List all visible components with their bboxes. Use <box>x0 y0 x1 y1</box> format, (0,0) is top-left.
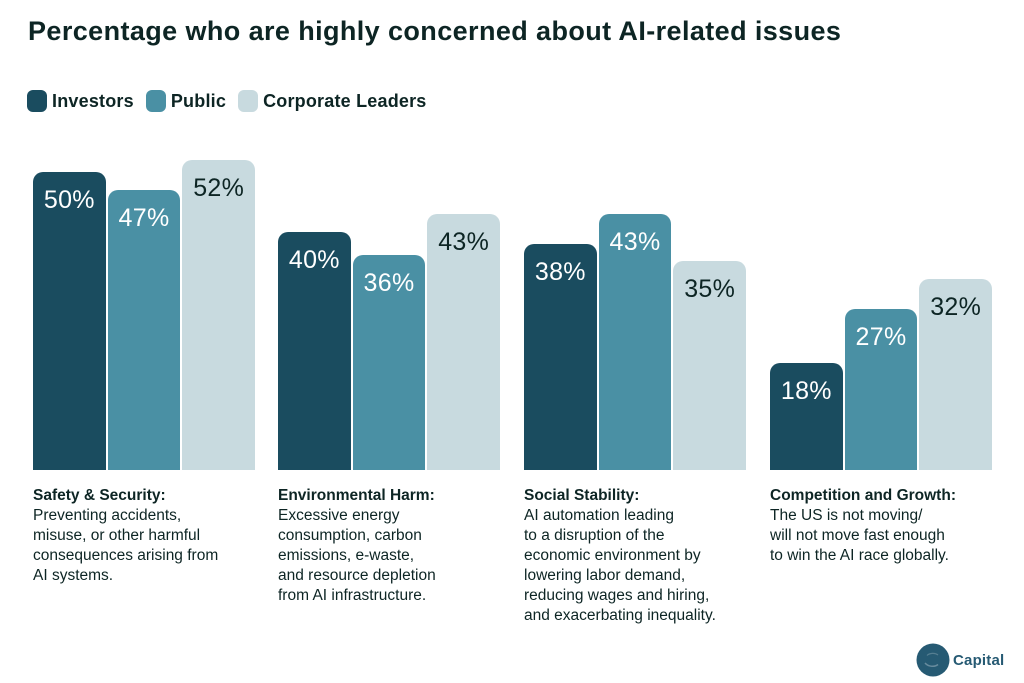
category-description-line: from AI infrastructure. <box>278 587 427 604</box>
category-description-line: misuse, or other harmful <box>33 527 201 544</box>
category-description-line: AI automation leading <box>524 507 674 524</box>
category-description-line: reducing wages and hiring, <box>524 587 710 604</box>
bar-group-safety-security: 50% 47% 52% <box>33 150 256 470</box>
chart-title: Percentage who are highly concerned abou… <box>28 16 842 46</box>
category-description-line: and exacerbating inequality. <box>524 607 716 624</box>
category-description-environmental-harm: Environmental Harm: Excessive energy consu… <box>278 486 518 606</box>
category-description-line: will not move fast enough <box>770 527 945 544</box>
bar-value-label: 52% <box>193 174 245 202</box>
bar-value-label: 35% <box>684 275 736 303</box>
category-heading: Social Stability: <box>524 487 640 504</box>
category-description-line: consequences arising from <box>33 547 219 564</box>
category-description-line: AI systems. <box>33 567 114 584</box>
legend: Investors Public Corporate Leaders <box>27 90 427 112</box>
bar-value-label: 36% <box>363 269 415 297</box>
legend-item-corporate-leaders: Corporate Leaders <box>238 90 426 112</box>
category-description-line: consumption, carbon <box>278 527 422 544</box>
bar-corporate-leaders-competition-and-growth: 32% <box>919 279 993 470</box>
bar-investors-environmental-harm: 40% <box>278 232 351 470</box>
legend-swatch-icon <box>27 90 47 112</box>
legend-swatch-icon <box>238 90 259 112</box>
bar-group-social-stability: 38% 43% 35% <box>524 150 747 470</box>
bar-value-label: 43% <box>609 228 661 256</box>
bar-public-social-stability: 43% <box>598 214 672 470</box>
bar-value-label: 43% <box>438 228 490 256</box>
logo: Capital <box>916 643 1004 677</box>
category-description-line: and resource depletion <box>278 567 436 584</box>
category-description-line: Preventing accidents, <box>33 507 182 524</box>
category-description-line: emissions, e-waste, <box>278 547 415 564</box>
logo-circle-icon <box>916 643 950 677</box>
bar-public-competition-and-growth: 27% <box>844 309 918 470</box>
category-heading: Environmental Harm: <box>278 487 435 504</box>
bar-value-label: 50% <box>43 186 95 214</box>
category-heading: Safety & Security: <box>33 487 166 504</box>
bar-investors-safety-security: 50% <box>33 172 106 470</box>
bar-public-safety-security: 47% <box>107 190 181 470</box>
category-description-social-stability: Social Stability: AI automation leading to… <box>524 486 764 626</box>
category-description-safety-security: Safety & Security: Preventing accidents, m… <box>33 486 273 586</box>
bar-group-competition-and-growth: 18% 27% 32% <box>770 150 993 470</box>
bar-corporate-leaders-safety-security: 52% <box>182 160 256 470</box>
category-heading: Competition and Growth: <box>770 487 956 504</box>
bar-value-label: 38% <box>534 258 586 286</box>
bar-value-label: 40% <box>288 246 340 274</box>
bar-value-label: 32% <box>930 293 982 321</box>
legend-label: Investors <box>52 90 134 111</box>
category-description-line: The US is not moving/ <box>770 507 923 524</box>
bar-investors-social-stability: 38% <box>524 244 597 470</box>
category-description-line: Excessive energy <box>278 507 400 524</box>
legend-swatch-icon <box>145 90 166 112</box>
bar-corporate-leaders-environmental-harm: 43% <box>427 214 501 470</box>
bar-investors-competition-and-growth: 18% <box>770 363 843 470</box>
category-description-competition-and-growth: Competition and Growth: The US is not mov… <box>770 486 1010 566</box>
bar-public-environmental-harm: 36% <box>352 255 426 470</box>
bar-chart: 50% 47% 52% 40% 36% 43% 38% 43% 35% 18% 27% 32% <box>0 150 1024 470</box>
category-description-line: economic environment by <box>524 547 701 564</box>
category-description-line: to a disruption of the <box>524 527 665 544</box>
category-description-line: lowering labor demand, <box>524 567 686 584</box>
legend-item-public: Public <box>145 90 227 112</box>
legend-item-investors: Investors <box>27 90 134 112</box>
bar-value-label: 18% <box>780 377 832 405</box>
legend-label: Public <box>170 90 227 111</box>
bar-corporate-leaders-social-stability: 35% <box>673 261 747 470</box>
legend-label: Corporate Leaders <box>263 90 427 111</box>
bar-value-label: 27% <box>855 323 907 351</box>
bar-value-label: 47% <box>118 204 170 232</box>
logo-text: Capital <box>953 651 1005 669</box>
bar-group-environmental-harm: 40% 36% 43% <box>278 150 501 470</box>
category-description-line: to win the AI race globally. <box>770 547 949 564</box>
